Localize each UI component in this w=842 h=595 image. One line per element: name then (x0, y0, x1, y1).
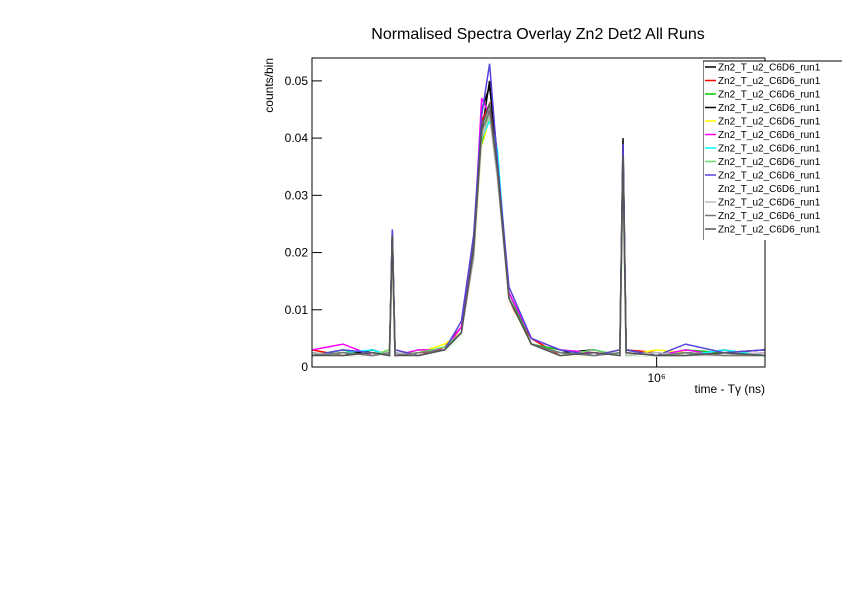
y-tick-label: 0.05 (285, 74, 309, 88)
chart-title: Normalised Spectra Overlay Zn2 Det2 All … (371, 26, 704, 43)
legend-label: Zn2_T_u2_C6D6_run1 (718, 211, 821, 222)
legend-label: Zn2_T_u2_C6D6_run1 (718, 184, 821, 195)
y-axis-label: counts/bin (262, 58, 276, 113)
legend-label: Zn2_T_u2_C6D6_run1 (718, 225, 821, 236)
y-tick-label: 0.01 (285, 303, 309, 317)
legend-label: Zn2_T_u2_C6D6_run1 (718, 63, 821, 74)
legend-label: Zn2_T_u2_C6D6_run1 (718, 171, 821, 182)
legend-label: Zn2_T_u2_C6D6_run1 (718, 144, 821, 155)
y-tick-label: 0.02 (285, 246, 309, 260)
legend-label: Zn2_T_u2_C6D6_run1 (718, 117, 821, 128)
y-tick-label: 0 (301, 360, 308, 374)
y-tick-label: 0.03 (285, 188, 309, 202)
legend-label: Zn2_T_u2_C6D6_run1 (718, 76, 821, 87)
legend-label: Zn2_T_u2_C6D6_run1 (718, 198, 821, 209)
legend-label: Zn2_T_u2_C6D6_run1 (718, 90, 821, 101)
legend: Zn2_T_u2_C6D6_run1 Zn2_T_u2_C6D6_run1 Zn2_… (703, 60, 842, 240)
legend-label: Zn2_T_u2_C6D6_run1 (718, 103, 821, 114)
y-tick-label: 0.04 (285, 131, 309, 145)
series-line (312, 103, 765, 357)
legend-label: Zn2_T_u2_C6D6_run1 (718, 130, 821, 141)
x-axis-label: time - Tγ (ns) (695, 382, 765, 396)
legend-label: Zn2_T_u2_C6D6_run1 (718, 157, 821, 168)
x-tick-label: 10⁶ (647, 371, 665, 385)
legend-box (703, 60, 842, 240)
plot-area (312, 63, 765, 357)
legend-body: Zn2_T_u2_C6D6_run1 Zn2_T_u2_C6D6_run1 Zn2_… (703, 60, 842, 240)
